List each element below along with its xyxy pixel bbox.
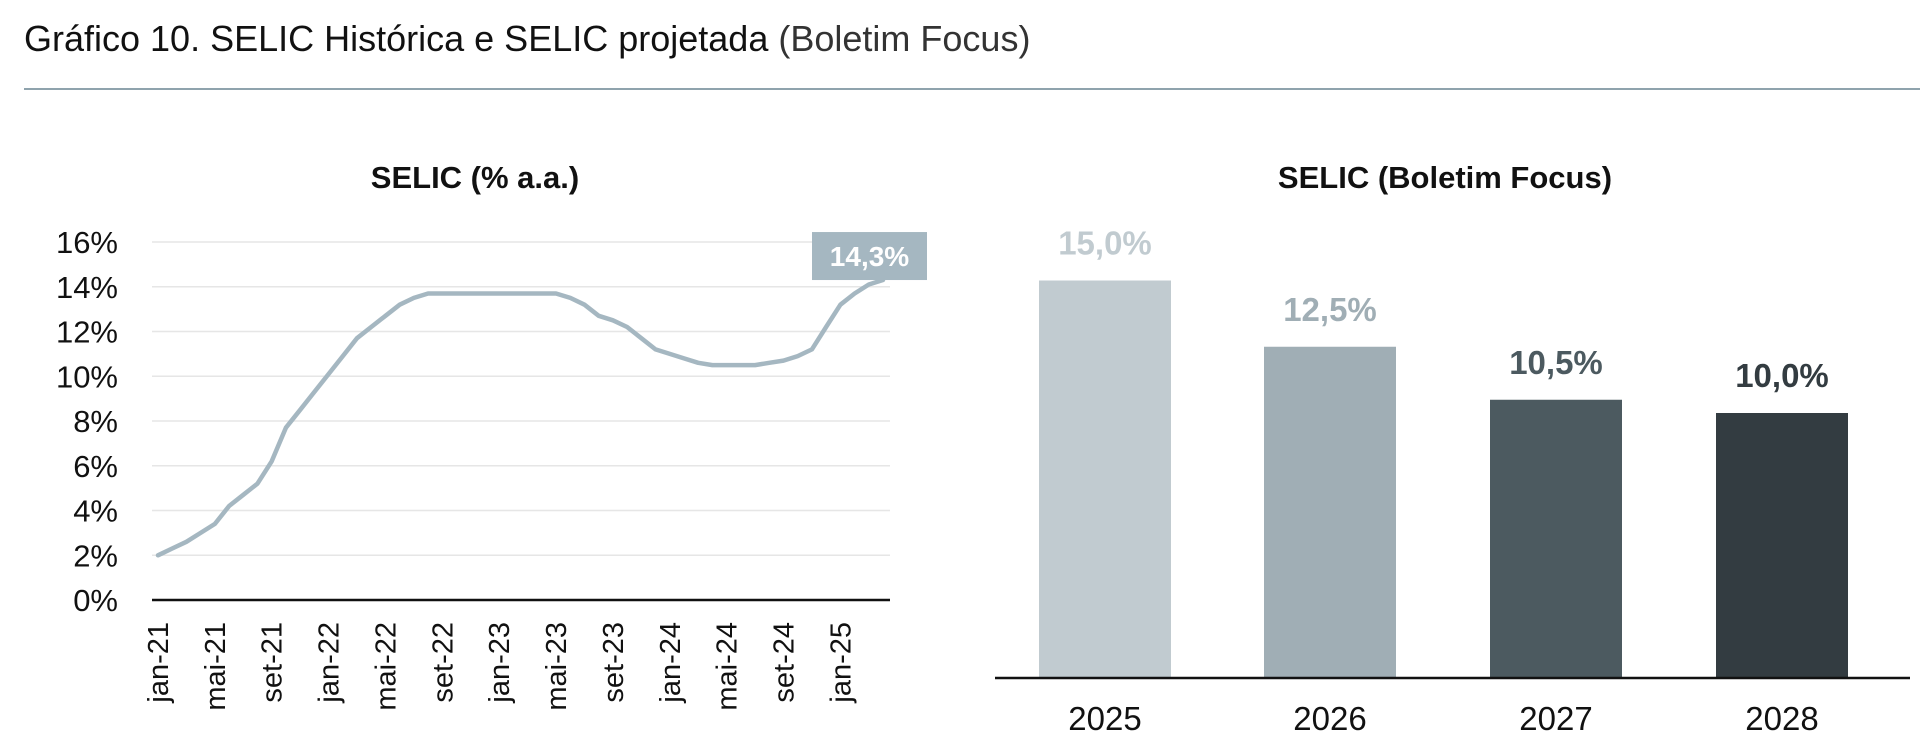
y-tick-label: 16%: [56, 225, 118, 260]
x-tick-label: mai-21: [200, 622, 232, 711]
x-tick-label: mai-22: [371, 622, 403, 711]
y-tick-label: 8%: [73, 404, 118, 439]
line-chart: 0% 2% 4% 6% 8% 10% 12% 14% 16% jan-21 mai-21 set-21…: [56, 225, 927, 711]
y-tick-label: 14%: [56, 270, 118, 305]
bar-category-label: 2028: [1745, 700, 1818, 737]
line-chart-title: SELIC (% a.a.): [371, 160, 579, 195]
bar-value-label: 10,0%: [1735, 357, 1829, 394]
bar-value-label: 10,5%: [1509, 344, 1603, 381]
bar-category-label: 2026: [1293, 700, 1366, 737]
bar-value-label: 12,5%: [1283, 291, 1377, 328]
bar-2026: [1264, 346, 1396, 678]
bar-chart-title: SELIC (Boletim Focus): [1278, 160, 1612, 195]
x-tick-label: set-24: [769, 622, 801, 703]
x-tick-label: jan-21: [143, 622, 175, 704]
x-tick-label: set-23: [598, 622, 630, 703]
y-tick-label: 12%: [56, 315, 118, 350]
page-title-source: (Boletim Focus): [778, 18, 1031, 59]
bar-chart: 15,0% 2025 12,5% 2026 10,5% 2027 10,0% 2028: [995, 225, 1910, 737]
x-tick-label: set-21: [257, 622, 289, 703]
selic-series-line: [155, 277, 886, 558]
bar-category-label: 2027: [1519, 700, 1592, 737]
last-value-label: 14,3%: [830, 241, 909, 272]
y-tick-label: 2%: [73, 538, 118, 573]
x-tick-label: jan-24: [655, 622, 687, 704]
x-tick-label: jan-25: [825, 622, 857, 704]
y-tick-label: 4%: [73, 494, 118, 529]
bar-category-label: 2025: [1068, 700, 1141, 737]
x-tick-label: mai-24: [712, 622, 744, 711]
y-tick-label: 10%: [56, 359, 118, 394]
page-title: Gráfico 10. SELIC Histórica e SELIC proj…: [24, 18, 1030, 60]
bar-2027: [1490, 399, 1622, 678]
y-tick-label: 0%: [73, 583, 118, 618]
page-title-main: Gráfico 10. SELIC Histórica e SELIC proj…: [24, 18, 769, 59]
x-tick-label: jan-22: [314, 622, 346, 704]
x-tick-label: mai-23: [541, 622, 573, 711]
title-divider: [24, 88, 1920, 90]
y-tick-label: 6%: [73, 449, 118, 484]
x-tick-label: jan-23: [484, 622, 516, 704]
last-value-callout: [812, 232, 927, 281]
x-tick-label: set-22: [427, 622, 459, 703]
bar-2028: [1716, 413, 1848, 678]
bar-2025: [1039, 280, 1171, 678]
bar-value-label: 15,0%: [1058, 225, 1152, 262]
